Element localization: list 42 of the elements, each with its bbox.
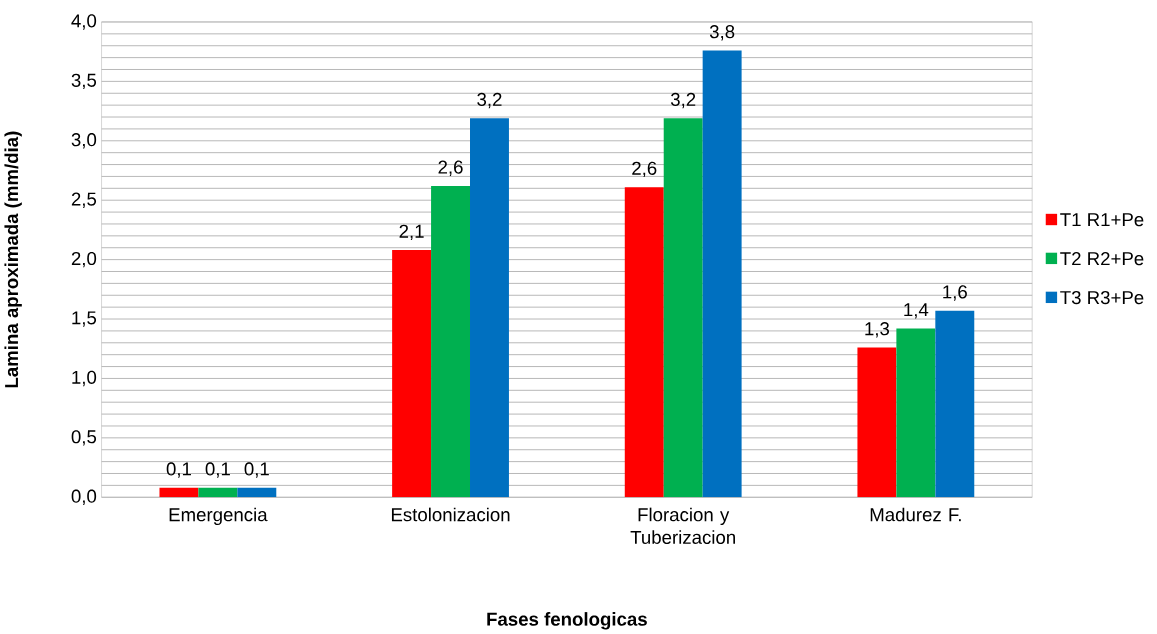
x-axis-title: Fases fenologicas <box>487 612 647 630</box>
data-label: 2,1 <box>399 224 424 241</box>
bar <box>702 50 742 498</box>
legend-label: T2 R2+Pe <box>1060 251 1144 266</box>
bar <box>431 185 471 498</box>
y-tick-label: 1,0 <box>72 370 97 387</box>
bar <box>896 328 936 498</box>
data-label: 2,6 <box>438 160 463 176</box>
bar <box>392 250 432 498</box>
bar <box>237 487 277 498</box>
bar <box>198 487 238 498</box>
y-tick-label: 2,0 <box>71 251 97 268</box>
y-tick-label: 2,5 <box>71 192 97 208</box>
data-label: 2,6 <box>632 161 657 178</box>
data-label: 0,1 <box>244 462 269 478</box>
data-label: 0,1 <box>166 462 191 478</box>
y-tick-label: 3,0 <box>71 133 97 149</box>
data-label: 3,2 <box>670 92 696 109</box>
data-label: 1,6 <box>943 285 967 301</box>
bar <box>159 487 199 498</box>
bar <box>935 310 975 498</box>
data-label: 1,4 <box>904 303 929 319</box>
x-tick-label: Floracion y Tuberizacion <box>630 507 735 544</box>
y-tick-label: 0,5 <box>71 430 97 446</box>
data-label: 3,8 <box>709 25 735 41</box>
y-tick-label: 0,0 <box>71 489 97 505</box>
legend-label: T3 R3+Pe <box>1060 290 1144 305</box>
x-tick-label: Estolonizacion <box>391 507 510 522</box>
x-tick-label: Madurez F. <box>870 507 961 522</box>
x-tick-label: Emergencia <box>169 507 268 525</box>
data-label: 1,3 <box>865 322 890 338</box>
data-label: 3,2 <box>477 92 502 109</box>
y-tick-label: 1,5 <box>72 311 97 327</box>
y-tick-label: 4,0 <box>71 14 97 30</box>
y-axis-title: Lamina aproximada (mm/dia) <box>4 131 22 388</box>
bar <box>470 118 509 498</box>
data-label: 0,1 <box>205 462 230 478</box>
legend-label: T1 R1+Pe <box>1060 213 1144 227</box>
y-tick-label: 3,5 <box>71 73 97 90</box>
bar <box>857 347 897 498</box>
bar <box>624 187 664 498</box>
bar <box>663 118 703 498</box>
